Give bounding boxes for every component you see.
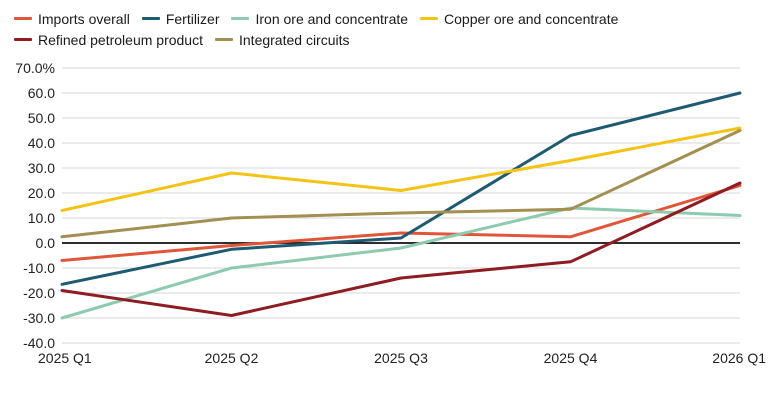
legend-label: Integrated circuits — [239, 31, 350, 48]
legend-swatch — [14, 38, 32, 41]
legend-row: Refined petroleum product Integrated cir… — [14, 29, 714, 50]
legend-item-integrated-circuits: Integrated circuits — [215, 32, 350, 48]
y-tick-label: -30.0 — [23, 310, 55, 326]
series-line — [60, 184, 742, 262]
y-tick-label: 40.0 — [28, 135, 55, 151]
legend-item-refined-petroleum: Refined petroleum product — [14, 32, 203, 48]
y-tick-label: 20.0 — [28, 185, 55, 201]
x-tick-label: 2025 Q1 — [38, 350, 92, 366]
series-layer — [60, 91, 742, 320]
y-tick-label: -40.0 — [23, 335, 55, 351]
y-tick-label: 30.0 — [28, 160, 55, 176]
legend-swatch — [14, 17, 32, 20]
series-line — [60, 129, 742, 239]
y-tick-label: 50.0 — [28, 110, 55, 126]
legend-label: Refined petroleum product — [38, 31, 203, 48]
y-tick-label: 10.0 — [28, 210, 55, 226]
legend-item-fertilizer: Fertilizer — [141, 10, 220, 27]
y-tick-label: 60.0 — [28, 85, 55, 101]
y-tick-label: -20.0 — [23, 285, 55, 301]
legend-item-imports-overall: Imports overall — [14, 11, 130, 27]
y-tick-label: 0.0 — [36, 235, 56, 251]
series-line — [60, 181, 742, 317]
x-tick-label: 2025 Q4 — [544, 350, 598, 366]
legend-row: Imports overall Fertilizer Iron ore and … — [14, 8, 714, 29]
legend-swatch — [420, 17, 439, 20]
x-tick-label: 2026 Q1 — [712, 350, 766, 366]
legend-label: Fertilizer — [165, 10, 220, 27]
x-axis: 2025 Q1 2025 Q2 2025 Q3 2025 Q4 2026 Q1 — [38, 350, 766, 366]
legend-swatch — [141, 17, 160, 20]
legend: Imports overall Fertilizer Iron ore and … — [14, 8, 714, 50]
legend-swatch — [215, 38, 233, 41]
legend-item-iron-ore: Iron ore and concentrate — [231, 11, 408, 27]
legend-label: Iron ore and concentrate — [255, 10, 409, 27]
legend-label: Copper ore and concentrate — [444, 10, 619, 27]
y-tick-label: 70.0% — [15, 60, 55, 76]
series-line — [60, 126, 742, 212]
legend-swatch — [231, 17, 250, 20]
legend-label: Imports overall — [38, 10, 130, 27]
y-tick-label: -10.0 — [23, 260, 55, 276]
legend-item-copper-ore: Copper ore and concentrate — [420, 11, 618, 27]
grid-layer — [62, 67, 740, 344]
series-line — [60, 91, 742, 286]
x-tick-label: 2025 Q2 — [205, 350, 259, 366]
x-tick-label: 2025 Q3 — [374, 350, 428, 366]
series-line — [60, 206, 742, 320]
y-axis: 70.0% 60.0 50.0 40.0 30.0 20.0 10.0 0.0 -10.0 -20… — [15, 60, 55, 351]
